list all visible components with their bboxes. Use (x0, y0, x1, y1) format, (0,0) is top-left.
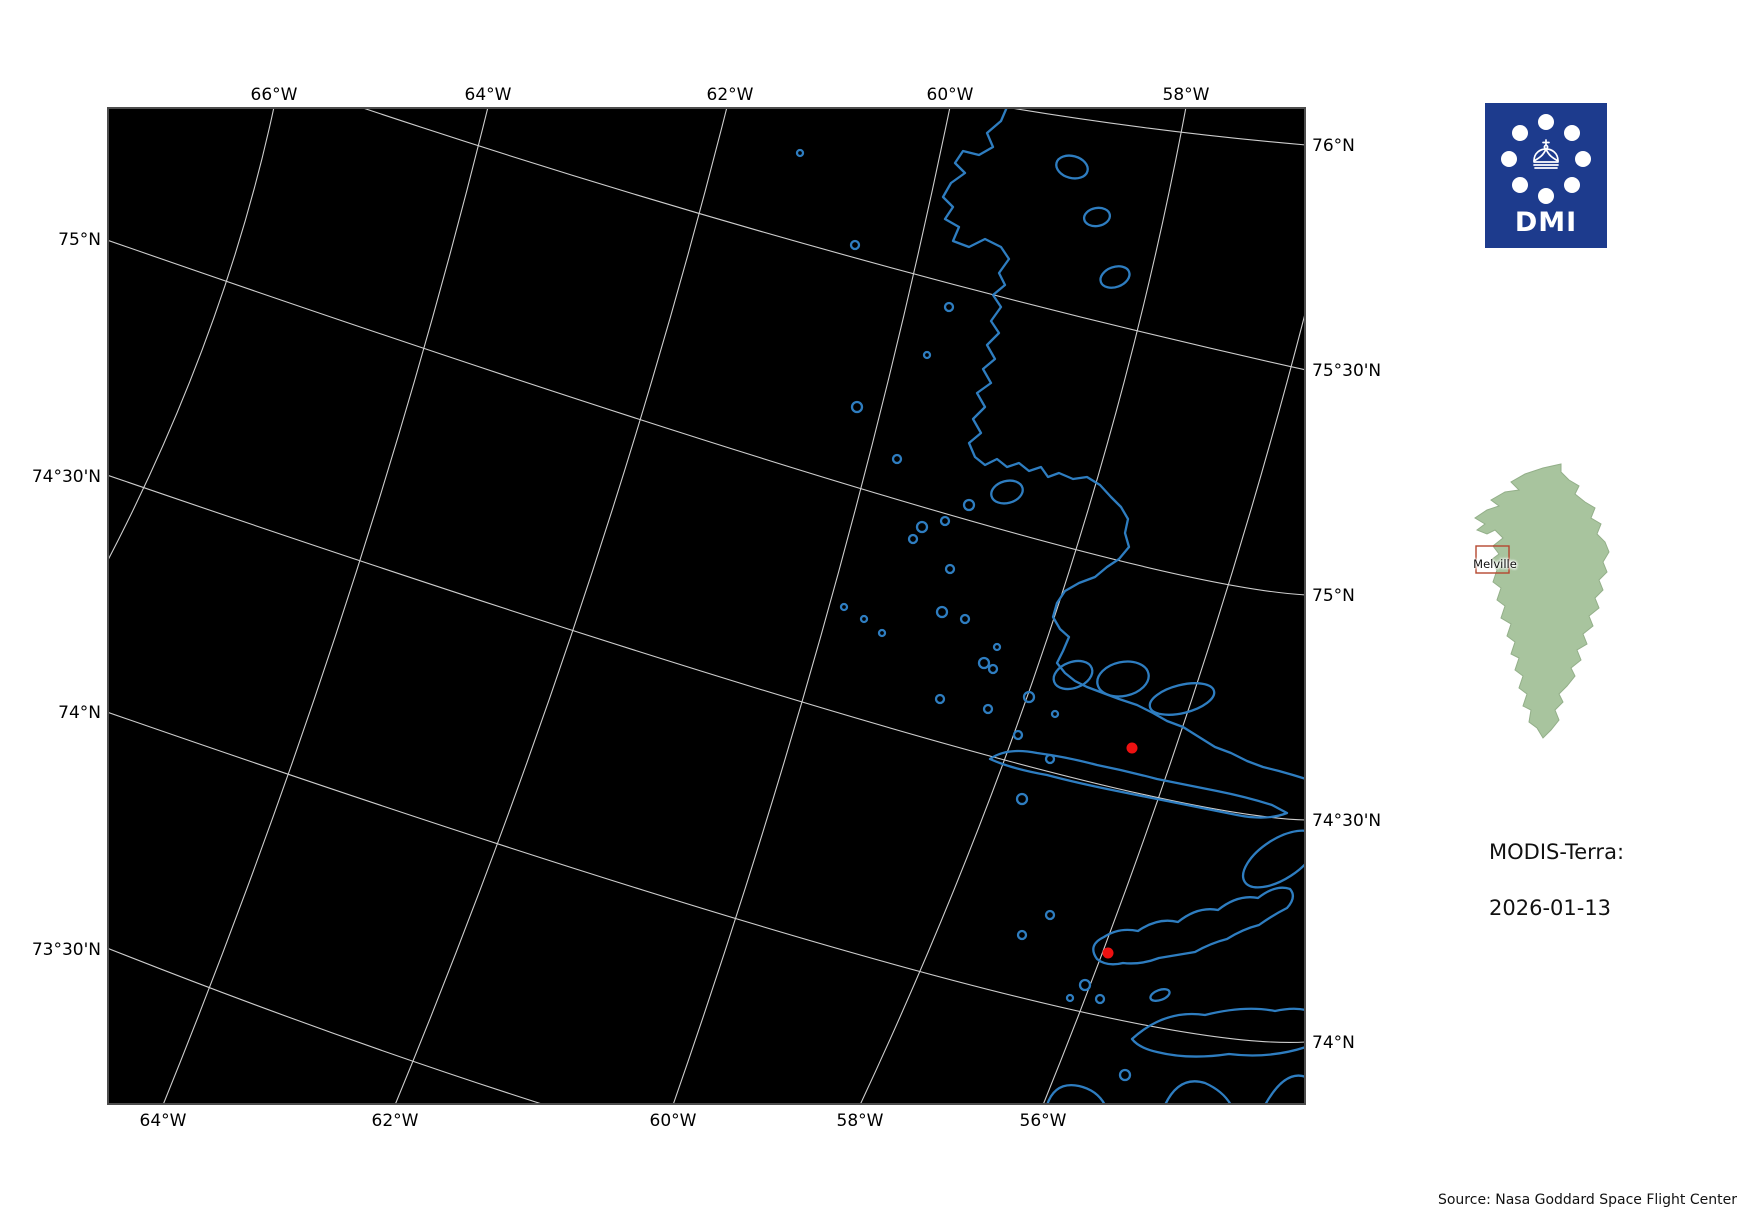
meridian-64w (162, 107, 489, 1105)
greenland-inset-map (1465, 458, 1627, 750)
island (1149, 988, 1171, 1002)
island-long-sliver (988, 749, 1289, 819)
islets (795, 148, 1132, 1082)
parallel-76n (1004, 107, 1306, 146)
lon-tick-label-bottom: 62°W (371, 1111, 419, 1131)
lat-tick-label-right: 75°N (1312, 586, 1355, 606)
parallel-75-30n (359, 107, 1306, 371)
graticule-grid (107, 107, 1306, 1105)
hotspot-marker (1126, 742, 1138, 754)
dmi-logo: DMI (1485, 103, 1607, 248)
lat-tick-label-right: 75°30'N (1312, 361, 1382, 381)
lat-tick-label-left: 75°N (58, 230, 101, 250)
dmi-logo-dots (1501, 114, 1591, 204)
meridian-56w (1042, 309, 1306, 1105)
satellite-map (107, 107, 1306, 1105)
dmi-logo-text: DMI (1514, 207, 1578, 238)
parallel-74n (107, 711, 1306, 1043)
lon-tick-label-bottom: 58°W (836, 1111, 884, 1131)
parallel-73-30n (107, 947, 546, 1105)
island (1099, 265, 1131, 289)
lon-tick-label-top: 58°W (1162, 85, 1210, 105)
island (1148, 682, 1216, 716)
product-date: 2026-01-13 (1489, 896, 1612, 920)
island (1055, 154, 1089, 180)
island (1082, 206, 1112, 228)
island (1096, 660, 1150, 698)
lat-tick-label-right: 74°30'N (1312, 811, 1382, 831)
island-with-marker (1092, 886, 1295, 966)
parallel-74-30n (107, 474, 1306, 821)
lat-tick-label-left: 74°N (58, 703, 101, 723)
map-background (107, 107, 1306, 1105)
dmi-logo-graphic (1485, 103, 1607, 248)
lon-tick-label-top: 64°W (464, 85, 512, 105)
map-canvas (107, 107, 1306, 1105)
product-info: MODIS-Terra: 2026-01-13 (1489, 840, 1624, 952)
lon-tick-label-top: 62°W (706, 85, 754, 105)
lon-tick-label-bottom: 60°W (649, 1111, 697, 1131)
lon-tick-label-top: 66°W (250, 85, 298, 105)
coast-bottom-piece-2 (1163, 1080, 1233, 1105)
coastline (795, 107, 1306, 1105)
island (1241, 829, 1306, 889)
hotspot-marker (1102, 947, 1114, 959)
coast-bottom-piece-1 (1045, 1084, 1107, 1105)
inset-region-label: Melville (1473, 557, 1517, 571)
lon-tick-label-top: 60°W (926, 85, 974, 105)
lat-tick-label-right: 74°N (1312, 1033, 1355, 1053)
meridian-66w (107, 107, 275, 563)
coast-bottom-piece-3 (1263, 1074, 1306, 1105)
island (990, 479, 1024, 505)
lon-tick-label-bottom: 56°W (1019, 1111, 1067, 1131)
crown-icon (1533, 139, 1559, 169)
product-name: MODIS-Terra: (1489, 840, 1625, 864)
island-bottom-band (1130, 1007, 1306, 1058)
region-of-interest-box (1475, 545, 1510, 574)
lat-tick-label-left: 73°30'N (31, 940, 101, 960)
meridian-62w (394, 107, 728, 1105)
source-credit: Source: Nasa Goddard Space Flight Center (1437, 1192, 1737, 1208)
meridian-60w (672, 107, 951, 1105)
greenland-silhouette (1474, 463, 1610, 739)
lon-tick-label-bottom: 64°W (139, 1111, 187, 1131)
parallel-75n (107, 239, 1306, 596)
greenland-landmass (1474, 463, 1610, 739)
lat-tick-label-left: 74°30'N (31, 467, 101, 487)
island (1052, 659, 1094, 691)
lat-tick-label-right: 76°N (1312, 136, 1355, 156)
map-border (107, 107, 1306, 1105)
meridian-58w (859, 107, 1187, 1105)
